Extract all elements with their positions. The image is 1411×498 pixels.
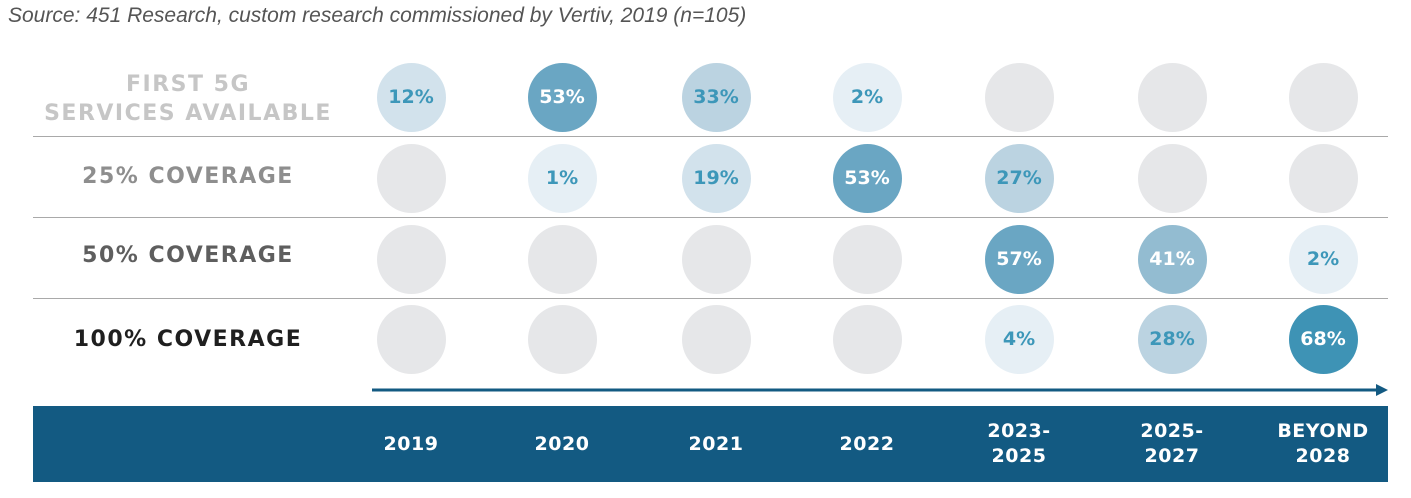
empty-bubble (832, 304, 902, 374)
value-bubble: 19% (681, 143, 751, 213)
row-label-line: 25% COVERAGE (82, 163, 294, 189)
empty-bubble (376, 143, 446, 213)
value-bubble: 53% (527, 62, 597, 132)
value-bubble: 4% (984, 304, 1054, 374)
value-bubble: 27% (984, 143, 1054, 213)
value-bubble: 57% (984, 224, 1054, 294)
row-label: 100% COVERAGE (8, 326, 368, 353)
year-axis-band (33, 406, 1388, 482)
row-label: 25% COVERAGE (8, 163, 368, 190)
year-label: 2021 (688, 432, 744, 455)
value-bubble: 2% (832, 62, 902, 132)
value-bubble: 2% (1288, 224, 1358, 294)
source-note: Source: 451 Research, custom research co… (8, 4, 747, 27)
row-label-line: FIRST 5G (125, 71, 251, 97)
empty-bubble (681, 304, 751, 374)
empty-bubble (527, 304, 597, 374)
value-bubble: 28% (1137, 304, 1207, 374)
row-label-line: 50% COVERAGE (82, 242, 294, 268)
empty-bubble (832, 224, 902, 294)
row-label: 50% COVERAGE (8, 242, 368, 269)
value-bubble: 12% (376, 62, 446, 132)
row-separator (33, 217, 1388, 218)
value-bubble: 53% (832, 143, 902, 213)
empty-bubble (376, 224, 446, 294)
year-label: 2022 (839, 432, 895, 455)
year-label: BEYOND 2028 (1277, 420, 1369, 467)
row-label: FIRST 5G SERVICES AVAILABLE (8, 70, 368, 128)
year-label: 2020 (534, 432, 590, 455)
empty-bubble (681, 224, 751, 294)
value-bubble: 68% (1288, 304, 1358, 374)
year-label: 2019 (383, 432, 439, 455)
empty-bubble (1288, 143, 1358, 213)
year-label: 2023- 2025 (987, 420, 1051, 467)
value-bubble: 41% (1137, 224, 1207, 294)
row-label-line: SERVICES AVAILABLE (44, 100, 332, 126)
empty-bubble (1137, 62, 1207, 132)
value-bubble: 1% (527, 143, 597, 213)
row-label-line: 100% COVERAGE (73, 326, 303, 352)
empty-bubble (527, 224, 597, 294)
empty-bubble (984, 62, 1054, 132)
timeline-arrow (372, 384, 1388, 396)
row-separator (33, 136, 1388, 137)
empty-bubble (1288, 62, 1358, 132)
empty-bubble (376, 304, 446, 374)
row-separator (33, 298, 1388, 299)
value-bubble: 33% (681, 62, 751, 132)
empty-bubble (1137, 143, 1207, 213)
year-label: 2025- 2027 (1140, 420, 1204, 467)
